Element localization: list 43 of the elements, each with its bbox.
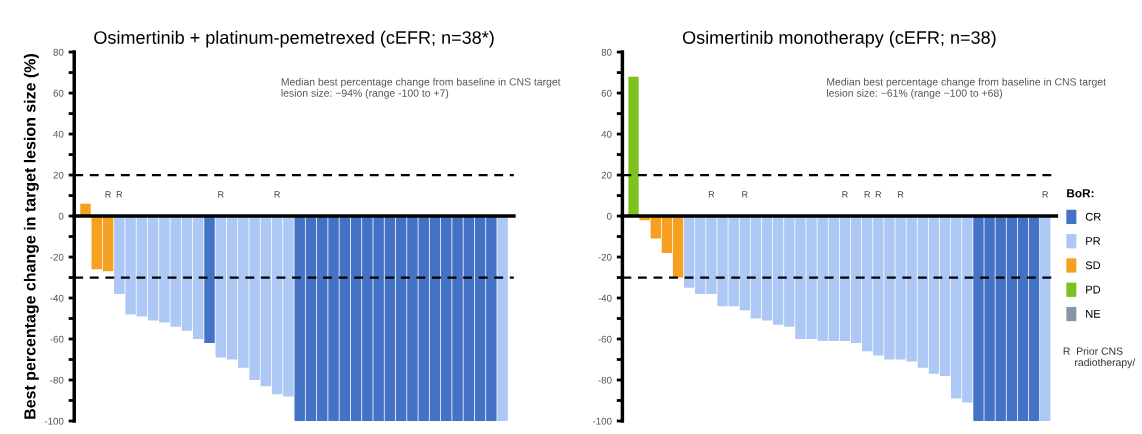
y-tick-label: -80: [598, 376, 612, 384]
y-tick-label: -40: [50, 294, 64, 302]
y-tick-label: -60: [50, 335, 64, 343]
text: R: [218, 191, 224, 198]
y-tick-label: 80: [601, 48, 612, 56]
legend-label: CR: [1085, 212, 1101, 221]
y-tick-label: -60: [598, 335, 612, 343]
chart-title: Osimertinib + platinum-pemetrexed (cEFR; n=38*): [94, 30, 494, 48]
y-tick-label: 0: [58, 212, 64, 220]
y-tick-label: 40: [53, 130, 64, 138]
y-tick-label: -80: [50, 376, 64, 384]
y-tick-label: -40: [598, 294, 612, 302]
y-tick-label: 20: [53, 171, 64, 179]
legend-title: BoR:: [1067, 189, 1094, 198]
legend-label: PD: [1086, 285, 1101, 294]
y-tick-label: -100: [592, 417, 612, 425]
text: R: [105, 191, 111, 198]
text: R Prior CNS radiotherapy/: [1063, 347, 1136, 369]
legend-label: PR: [1086, 237, 1101, 245]
legend-label: NE: [1086, 310, 1101, 318]
y-tick-label: 0: [606, 212, 612, 220]
text: R: [898, 191, 904, 198]
text: R: [708, 191, 715, 198]
chart-title: Osimertinib monotherapy (cEFR; n=38): [682, 30, 996, 48]
text: R: [116, 191, 123, 198]
annotation: Median best percentage change from baseline in CNS target lesion size: −94% (range -100 to +7): [281, 77, 561, 99]
y-tick-label: -100: [44, 417, 64, 425]
y-tick-label: -20: [598, 253, 612, 261]
y-tick-label: 60: [53, 89, 64, 97]
legend-label: SD: [1085, 261, 1101, 270]
y-tick-label: 60: [601, 89, 612, 97]
y-tick-label: -20: [50, 253, 64, 261]
annotation: Median best percentage change from baseline in CNS target lesion size: −61% (range −100 to +68): [827, 77, 1106, 99]
text: R: [864, 191, 871, 198]
y-tick-label: 20: [601, 171, 612, 179]
text: R: [274, 191, 280, 198]
y-axis-title: Best percentage change in target lesion size (%): [23, 54, 39, 419]
text: R: [875, 191, 882, 198]
y-tick-label: 40: [601, 130, 612, 138]
text: R: [842, 191, 848, 198]
text: R: [742, 191, 748, 198]
y-tick-label: 80: [53, 48, 64, 56]
text: R: [1042, 191, 1049, 198]
